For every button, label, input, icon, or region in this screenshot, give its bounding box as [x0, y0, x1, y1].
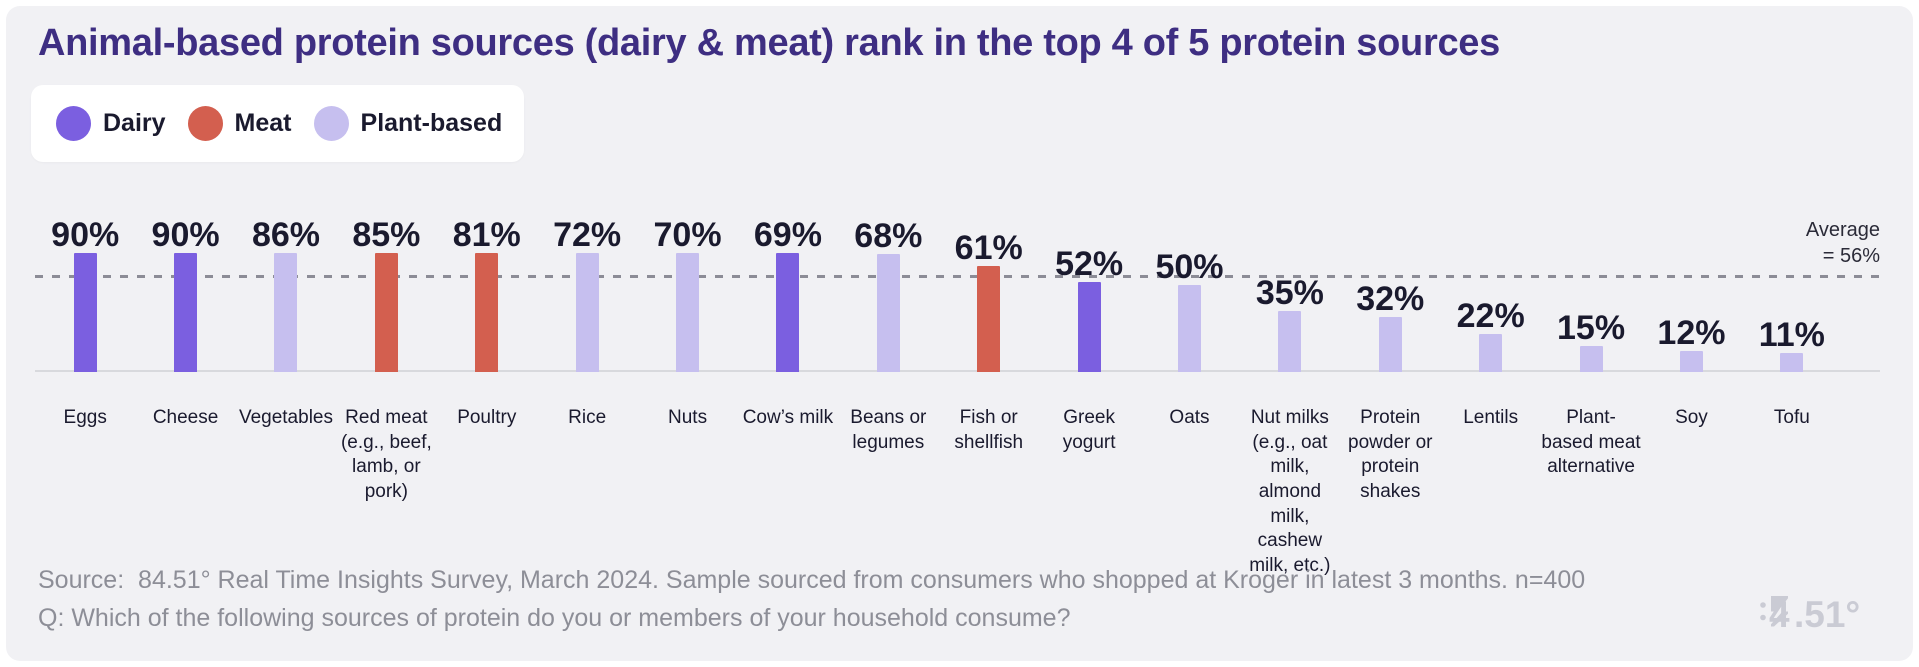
svg-text:4: 4: [1769, 594, 1790, 635]
svg-text:.51°: .51°: [1794, 594, 1860, 635]
